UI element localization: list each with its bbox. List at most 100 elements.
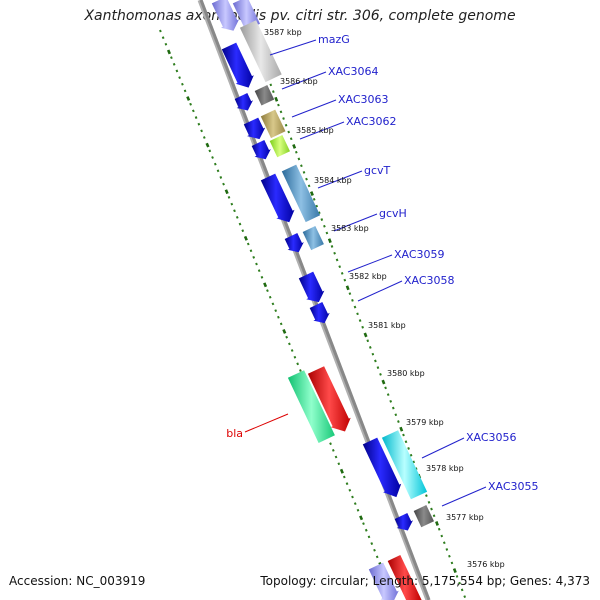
dash-mark (329, 442, 332, 446)
gene-arrow-top-lavender (211, 0, 240, 31)
gene-box-bottom-red (387, 555, 422, 600)
dash-mark (361, 325, 364, 329)
gene-arrow-bottom-lavender (368, 562, 399, 600)
label-leader-line (347, 254, 393, 273)
gene-label-gcvh: gcvH (379, 207, 407, 220)
dash-mark (297, 157, 301, 161)
dash-mark (356, 508, 360, 512)
dash-mark (366, 339, 370, 343)
dash-mark (181, 82, 184, 86)
dash-mark (277, 315, 280, 319)
dash-mark (340, 272, 344, 275)
dash-mark (159, 29, 162, 33)
dash-mark (175, 69, 179, 73)
scale-ticks: 3587 kbp 3586 kbp 3585 kbp 3584 kbp 3583 kbp… (264, 28, 505, 569)
dash-mark (208, 149, 212, 153)
dash-mark (404, 440, 408, 444)
position-dashes (159, 29, 467, 599)
dash-mark (294, 150, 298, 154)
dash-mark (227, 196, 231, 199)
dash-mark (391, 406, 395, 410)
dash-mark (384, 386, 387, 390)
dash-mark (213, 162, 217, 166)
dash-mark (325, 231, 329, 235)
dash-mark (292, 144, 297, 149)
dash-mark (282, 117, 285, 120)
dash-mark (455, 575, 459, 578)
dash-mark (249, 249, 253, 253)
accession-label: Accession: NC_003919 (9, 574, 146, 588)
dash-mark (330, 245, 334, 248)
label-leader-line (317, 170, 363, 189)
gene-arrow-blue (251, 140, 271, 160)
gene-arrow-blue (362, 437, 402, 498)
dash-mark (255, 262, 258, 266)
gene-arrow-blue (284, 233, 304, 253)
dash-mark (299, 369, 302, 372)
gene-arrow-blue (234, 93, 253, 111)
dash-mark (333, 251, 336, 255)
bla-red-arrow (307, 366, 351, 432)
gene-box-steel-small (302, 226, 324, 251)
label-leader-line (291, 99, 337, 118)
dash-mark (243, 235, 248, 241)
dash-mark (272, 90, 275, 94)
dash-mark (307, 184, 311, 188)
dash-mark (317, 211, 321, 215)
dash-mark (302, 171, 306, 174)
dash-mark (409, 453, 413, 457)
label-leader-line (281, 71, 327, 90)
gene-box-gray (239, 20, 282, 83)
dash-mark (277, 103, 280, 107)
dash-mark (412, 460, 416, 464)
dash-mark (407, 447, 410, 450)
dash-mark (379, 373, 382, 376)
dash-mark (353, 305, 357, 309)
dash-mark (183, 89, 187, 93)
dash-mark (356, 312, 359, 316)
dash-mark (327, 238, 332, 244)
gene-box-tan (260, 109, 286, 139)
dash-mark (279, 110, 283, 114)
scale-tick-label: 3586 kbp (280, 77, 318, 86)
gene-label-xac3055: XAC3055 (488, 480, 539, 493)
dash-mark (200, 129, 203, 133)
scale-tick-label: 3579 kbp (406, 418, 444, 427)
dash-mark (230, 202, 234, 206)
dash-mark (445, 548, 449, 551)
dash-mark (197, 122, 201, 126)
dash-mark (348, 488, 352, 492)
dash-mark (452, 568, 457, 574)
dash-mark (430, 507, 433, 511)
dash-mark (189, 102, 192, 106)
dash-mark (257, 269, 261, 273)
gene-arrow-blue (309, 302, 330, 324)
dash-mark (315, 204, 319, 208)
dash-mark (216, 169, 220, 173)
dash-mark (222, 182, 225, 186)
gene-label-xac3058: XAC3058 (404, 274, 455, 287)
label-leader-line (421, 437, 465, 459)
gene-box-steel (281, 164, 321, 223)
gene-box-cyan (381, 430, 428, 500)
dash-mark (300, 164, 303, 168)
label-leader-line (333, 213, 378, 232)
dash-mark (432, 514, 436, 518)
dash-mark (402, 433, 405, 437)
dash-mark (448, 554, 451, 558)
gene-label-xac3064: XAC3064 (328, 65, 379, 78)
gene-label-gcvt: gcvT (364, 164, 391, 177)
gene-features (211, 0, 434, 600)
dash-mark (435, 521, 439, 526)
dash-mark (389, 399, 393, 403)
dash-mark (166, 49, 172, 55)
dash-mark (178, 76, 181, 79)
dash-mark (335, 258, 339, 262)
label-leader-line (269, 39, 317, 56)
dash-mark (241, 229, 245, 233)
dash-mark (235, 215, 239, 219)
dash-mark (337, 462, 341, 466)
dash-mark (359, 515, 364, 521)
dash-mark (460, 588, 464, 592)
